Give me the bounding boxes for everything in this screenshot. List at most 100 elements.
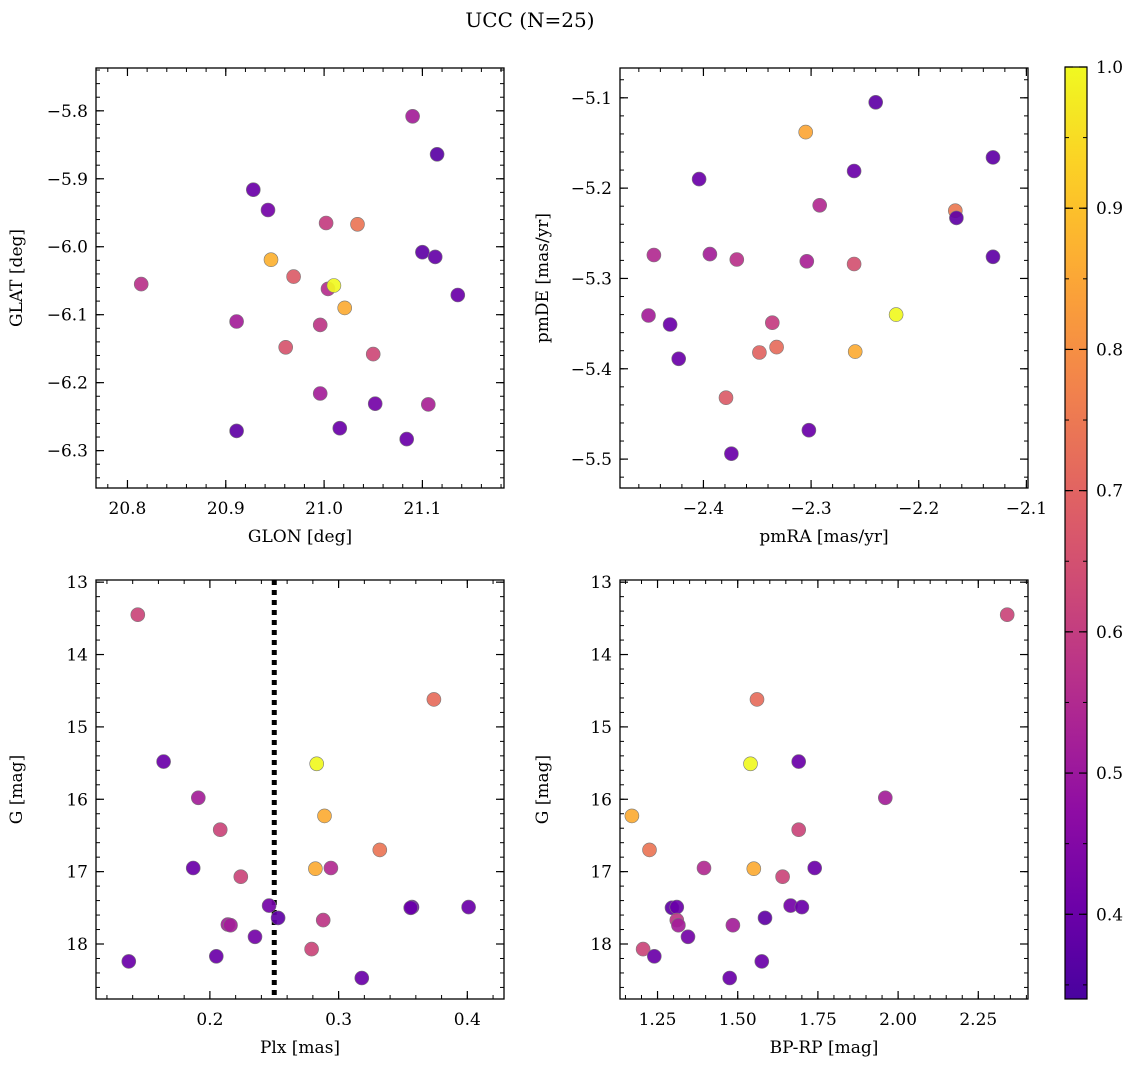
y-tick-label: −5.5: [571, 450, 612, 470]
colorbar-tick-label: 0.6: [1096, 623, 1123, 643]
x-tick-label: 21.0: [305, 499, 343, 519]
data-point: [999, 607, 1015, 623]
data-point: [133, 276, 149, 292]
axes-frame: [619, 579, 1029, 1000]
data-point: [247, 929, 263, 945]
y-tick-label: 16: [66, 790, 88, 810]
data-point: [185, 860, 201, 876]
data-point: [749, 692, 765, 707]
x-tick-label: 1.25: [639, 1010, 677, 1030]
y-tick-label: 17: [590, 863, 612, 883]
data-point: [461, 899, 476, 915]
y-axis-label: pmDE [mas/yr]: [533, 213, 553, 343]
data-point: [429, 147, 445, 162]
y-tick-label: −5.1: [571, 89, 612, 109]
data-point: [326, 278, 342, 293]
panel-2: −2.4 −2.3 −2.2 −2.1 −5.1 −5.2 −5.3 −5.4 −5.5 pmRA…: [533, 67, 1047, 547]
panel-3: 0.2 0.3 0.4 13 14 15 16 17 18 Plx [mas] G [mag]: [7, 573, 505, 1058]
data-point: [642, 842, 657, 858]
y-tick-label: 15: [66, 718, 88, 738]
data-point: [888, 307, 904, 322]
data-point: [641, 308, 656, 323]
y-tick-label: −6.0: [47, 238, 88, 258]
data-point: [278, 339, 294, 355]
data-point: [671, 917, 686, 933]
data-point: [669, 899, 685, 915]
data-point: [372, 842, 388, 858]
x-tick-label: −2.3: [790, 499, 831, 519]
data-point: [415, 244, 430, 260]
data-point: [427, 249, 443, 265]
y-tick-label: −6.3: [47, 442, 88, 462]
data-point: [680, 929, 696, 945]
y-tick-label: 16: [590, 790, 612, 810]
data-point: [420, 397, 436, 412]
data-point: [807, 860, 823, 876]
y-axis-label: GLAT [deg]: [7, 229, 27, 327]
y-tick-label: −5.2: [571, 179, 612, 199]
data-point: [304, 941, 319, 957]
y-tick-label: −5.9: [47, 170, 88, 190]
x-tick-label: 2.00: [879, 1010, 917, 1030]
data-point: [229, 423, 244, 439]
y-tick-label: −6.2: [47, 374, 88, 394]
data-point: [724, 446, 739, 462]
x-tick-label: −2.2: [898, 499, 939, 519]
data-point: [646, 247, 662, 263]
data-point: [624, 808, 640, 824]
data-point: [791, 822, 807, 838]
data-point: [312, 317, 328, 333]
data-point: [270, 910, 286, 926]
data-point: [746, 861, 762, 877]
data-point: [791, 754, 807, 769]
y-tick-label: 13: [66, 573, 88, 593]
y-tick-label: 18: [590, 935, 612, 955]
data-point: [233, 869, 249, 885]
data-point: [798, 124, 814, 140]
panels: 20.8 20.9 21.0 21.1 −5.8 −5.9 −6.0 −6.1 −6.2 −6.3…: [7, 67, 1047, 1058]
data-point: [286, 269, 301, 284]
y-tick-label: 18: [66, 935, 88, 955]
data-point: [317, 808, 332, 824]
x-tick-label: 0.3: [325, 1010, 352, 1030]
data-point: [309, 756, 325, 772]
data-point: [764, 315, 780, 331]
data-point: [246, 182, 261, 197]
x-tick-label: 21.1: [403, 499, 441, 519]
data-point: [799, 253, 815, 269]
data-point: [260, 202, 276, 218]
x-tick-label: 20.8: [109, 499, 147, 519]
data-point: [949, 210, 964, 226]
data-point: [752, 345, 767, 360]
data-point: [337, 300, 353, 316]
y-tick-label: 15: [590, 718, 612, 738]
y-tick-label: −6.1: [47, 306, 88, 326]
x-tick-label: 1.75: [799, 1010, 837, 1030]
colorbar-tick-label: 0.9: [1096, 199, 1123, 219]
x-tick-label: 20.9: [207, 499, 245, 519]
x-axis-label: BP-RP [mag]: [770, 1038, 879, 1058]
panel-4: 1.25 1.50 1.75 2.00 2.25 13 14 15 16 17 18 BP-RP [m…: [533, 573, 1029, 1058]
data-point: [877, 790, 893, 806]
x-axis-label: Plx [mas]: [260, 1038, 340, 1058]
axes-frame: [619, 67, 1029, 489]
colorbar: 0.4 0.5 0.6 0.7 0.8 0.9 1.0: [1064, 58, 1123, 1000]
data-point: [812, 198, 828, 213]
data-point: [450, 287, 466, 303]
y-tick-label: 17: [66, 863, 88, 883]
x-tick-label: 0.4: [454, 1010, 481, 1030]
y-axis-label: G [mag]: [7, 755, 27, 824]
y-tick-label: −5.4: [571, 360, 612, 380]
figure-title: UCC (N=25): [465, 8, 594, 32]
data-point: [729, 252, 745, 267]
data-point: [722, 970, 738, 986]
data-point: [261, 898, 277, 913]
data-point: [754, 954, 770, 969]
data-point: [229, 314, 244, 329]
data-point: [846, 163, 862, 179]
x-axis-label: pmRA [mas/yr]: [759, 527, 888, 547]
data-point: [757, 910, 773, 926]
x-tick-label: 2.25: [959, 1010, 997, 1030]
y-tick-label: 14: [590, 646, 612, 666]
